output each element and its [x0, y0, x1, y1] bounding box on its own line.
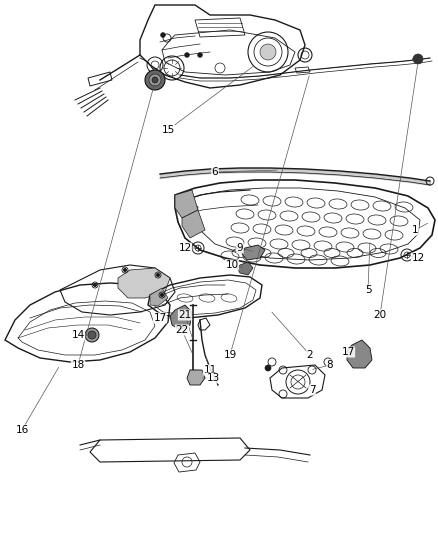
Text: 10: 10	[226, 260, 239, 270]
Polygon shape	[150, 288, 168, 306]
Polygon shape	[118, 268, 170, 298]
Circle shape	[260, 44, 276, 60]
Text: 17: 17	[153, 313, 166, 323]
Text: 12: 12	[178, 243, 192, 253]
Text: 9: 9	[237, 243, 244, 253]
Circle shape	[160, 294, 163, 296]
Text: 17: 17	[341, 347, 355, 357]
Polygon shape	[187, 370, 205, 385]
Text: 22: 22	[175, 325, 189, 335]
Text: 2: 2	[307, 350, 313, 360]
Text: 18: 18	[71, 360, 85, 370]
Circle shape	[265, 365, 271, 371]
Circle shape	[145, 70, 165, 90]
Circle shape	[152, 77, 158, 83]
Text: 20: 20	[374, 310, 387, 320]
Text: 21: 21	[178, 310, 192, 320]
Text: 11: 11	[203, 365, 217, 375]
Circle shape	[124, 269, 127, 271]
Circle shape	[85, 328, 99, 342]
Text: 8: 8	[327, 360, 333, 370]
Circle shape	[93, 284, 96, 287]
Text: 14: 14	[71, 330, 85, 340]
Text: 16: 16	[15, 425, 28, 435]
Circle shape	[160, 33, 166, 37]
Circle shape	[88, 331, 96, 339]
Text: 12: 12	[411, 253, 424, 263]
Text: 13: 13	[206, 373, 219, 383]
Polygon shape	[170, 305, 192, 330]
Text: 1: 1	[412, 225, 418, 235]
Polygon shape	[347, 340, 372, 368]
Polygon shape	[242, 245, 265, 260]
Text: 7: 7	[309, 385, 315, 395]
Polygon shape	[237, 262, 253, 275]
Circle shape	[149, 74, 161, 86]
Polygon shape	[175, 190, 198, 218]
Circle shape	[413, 54, 423, 64]
Text: 19: 19	[223, 350, 237, 360]
Text: 5: 5	[365, 285, 371, 295]
Text: 15: 15	[161, 125, 175, 135]
Circle shape	[184, 52, 190, 58]
Circle shape	[156, 273, 159, 277]
Text: 6: 6	[212, 167, 218, 177]
Circle shape	[198, 52, 202, 58]
Polygon shape	[182, 210, 205, 238]
